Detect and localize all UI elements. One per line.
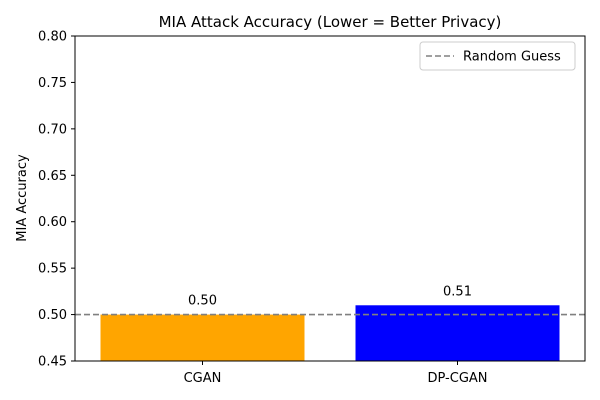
y-tick-label: 0.55 xyxy=(38,262,67,277)
chart-title: MIA Attack Accuracy (Lower = Better Priv… xyxy=(159,13,502,31)
plot-area: 0.50 CGAN 0.51 DP-CGAN 0.45 0.50 0.55 0.60 0.65 0… xyxy=(38,30,586,386)
y-tick-label: 0.45 xyxy=(38,355,67,370)
bar-value-label: 0.51 xyxy=(443,284,472,299)
y-tick-label: 0.50 xyxy=(38,308,67,323)
y-axis-label: MIA Accuracy xyxy=(15,154,30,242)
legend-label: Random Guess xyxy=(463,50,561,65)
x-tick-label: DP-CGAN xyxy=(427,371,487,386)
y-tick-label: 0.75 xyxy=(38,76,67,91)
axes-frame xyxy=(74,35,586,362)
legend-box xyxy=(419,41,576,71)
bar-cgan xyxy=(100,314,305,361)
y-tick-label: 0.60 xyxy=(38,215,67,230)
bar-dp-cgan xyxy=(355,305,560,361)
x-tick-label: CGAN xyxy=(184,371,222,386)
bar-value-label: 0.50 xyxy=(188,294,217,309)
y-tick-label: 0.65 xyxy=(38,169,67,184)
y-tick-label: 0.70 xyxy=(38,122,67,137)
y-tick-label: 0.80 xyxy=(38,30,67,45)
